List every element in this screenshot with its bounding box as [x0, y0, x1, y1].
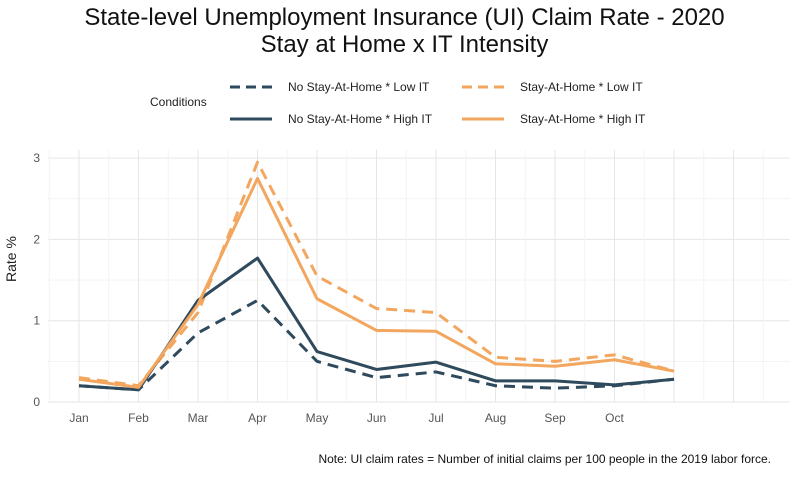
y-tick-label: 0 [33, 395, 40, 409]
x-tick-label: Jul [428, 411, 443, 425]
y-tick-label: 2 [33, 232, 40, 246]
series-line-2 [78, 160, 675, 388]
series-line-1 [78, 298, 675, 392]
x-tick-label: Jan [69, 411, 88, 425]
legend-label: Stay-At-Home * Low IT [520, 80, 643, 94]
legend-item-stay-high-it: Stay-At-Home * High IT [460, 112, 645, 126]
x-tick-label: Feb [128, 411, 149, 425]
y-tick-label: 3 [33, 151, 40, 165]
chart-subtitle: Stay at Home x IT Intensity [260, 31, 549, 58]
x-tick-label: May [306, 411, 329, 425]
x-tick-label: Sep [544, 411, 566, 425]
legend-key-solid-orange [462, 117, 504, 121]
legend-key-dashed-dark [230, 85, 272, 89]
x-tick-label: Jun [367, 411, 386, 425]
legend-item-no-stay-high-it: No Stay-At-Home * High IT [228, 112, 432, 126]
legend-label: No Stay-At-Home * Low IT [288, 80, 430, 94]
x-tick-label: Apr [248, 411, 267, 425]
legend-item-no-stay-low-it: No Stay-At-Home * Low IT [228, 80, 429, 94]
legend-key-dashed-orange [462, 85, 504, 89]
y-tick-label: 1 [33, 314, 40, 328]
legend-item-stay-low-it: Stay-At-Home * Low IT [460, 80, 643, 94]
legend-label: Stay-At-Home * High IT [520, 112, 646, 126]
chart-title: State-level Unemployment Insurance (UI) … [84, 4, 725, 31]
series-line-4 [78, 176, 675, 389]
x-tick-label: Aug [485, 411, 506, 425]
legend-key-solid-dark [230, 117, 272, 121]
legend-label: No Stay-At-Home * High IT [288, 112, 433, 126]
legend-title: Conditions [150, 95, 207, 109]
chart-note: Note: UI claim rates = Number of initial… [318, 452, 771, 466]
x-tick-label: Oct [605, 411, 624, 425]
x-tick-label: Mar [188, 411, 209, 425]
